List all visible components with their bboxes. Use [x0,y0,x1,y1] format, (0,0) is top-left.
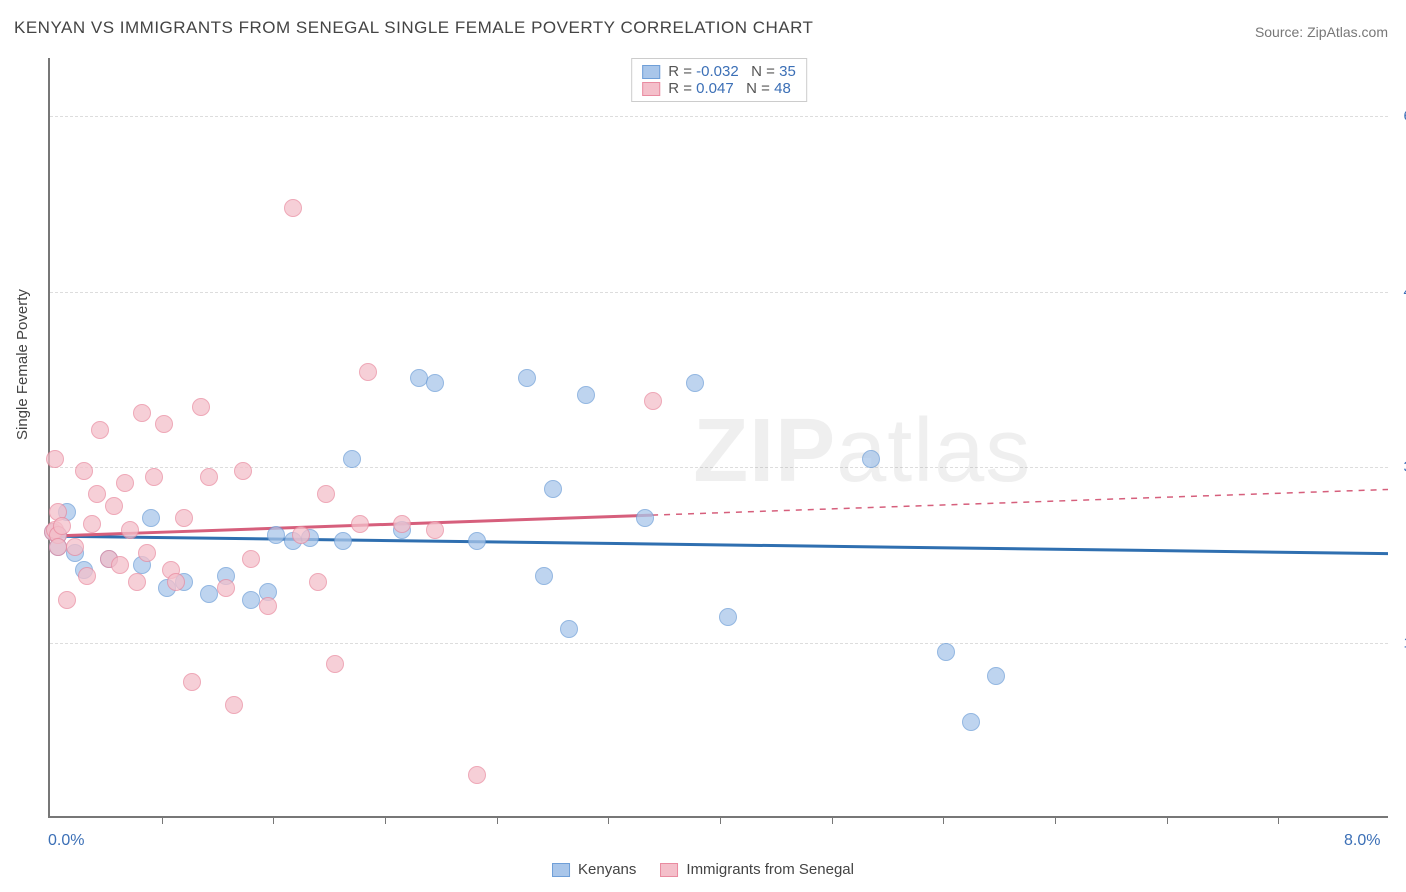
scatter-point-senegal [426,521,444,539]
scatter-point-kenyans [937,643,955,661]
scatter-point-senegal [393,515,411,533]
scatter-point-kenyans [862,450,880,468]
scatter-point-kenyans [518,369,536,387]
scatter-point-senegal [145,468,163,486]
scatter-point-senegal [234,462,252,480]
x-tick [832,816,833,824]
x-tick [385,816,386,824]
scatter-point-kenyans [468,532,486,550]
trend-lines [50,58,1388,816]
scatter-point-senegal [75,462,93,480]
scatter-point-senegal [167,573,185,591]
bottom-legend: Kenyans Immigrants from Senegal [552,861,854,878]
scatter-point-senegal [259,597,277,615]
legend-label-senegal: Immigrants from Senegal [686,861,854,878]
x-tick [273,816,274,824]
grid-line [50,116,1388,117]
plot-area: ZIPatlas R = -0.032 N = 35R = 0.047 N = … [48,58,1388,818]
x-tick [162,816,163,824]
watermark: ZIPatlas [693,400,1031,503]
scatter-point-senegal [121,521,139,539]
scatter-point-senegal [183,673,201,691]
legend-label-kenyans: Kenyans [578,861,636,878]
source-attribution: Source: ZipAtlas.com [1255,24,1388,40]
scatter-point-kenyans [544,480,562,498]
scatter-point-kenyans [426,374,444,392]
x-tick [1055,816,1056,824]
scatter-point-kenyans [242,591,260,609]
scatter-point-senegal [468,766,486,784]
scatter-point-senegal [217,579,235,597]
legend-item-senegal: Immigrants from Senegal [660,861,854,878]
scatter-point-senegal [351,515,369,533]
scatter-point-senegal [242,550,260,568]
scatter-point-senegal [175,509,193,527]
grid-line [50,292,1388,293]
swatch-kenyans [642,65,660,79]
scatter-point-kenyans [267,526,285,544]
x-tick [1167,816,1168,824]
scatter-point-kenyans [410,369,428,387]
watermark-bold: ZIP [693,401,836,501]
scatter-point-senegal [326,655,344,673]
stats-text-kenyans: R = -0.032 N = 35 [668,63,796,80]
scatter-point-senegal [644,392,662,410]
scatter-point-senegal [105,497,123,515]
x-tick [608,816,609,824]
scatter-point-senegal [317,485,335,503]
scatter-point-senegal [49,538,67,556]
scatter-point-senegal [138,544,156,562]
scatter-point-senegal [359,363,377,381]
x-tick [497,816,498,824]
scatter-point-senegal [192,398,210,416]
scatter-point-kenyans [200,585,218,603]
legend-item-kenyans: Kenyans [552,861,636,878]
trend-line-senegal-dashed [652,489,1388,515]
x-axis-max-label: 8.0% [1344,832,1380,850]
stats-row-kenyans: R = -0.032 N = 35 [642,63,796,80]
swatch-senegal [642,82,660,96]
scatter-point-senegal [155,415,173,433]
scatter-point-senegal [78,567,96,585]
scatter-point-kenyans [987,667,1005,685]
y-axis-title: Single Female Poverty [14,289,31,440]
stats-legend-box: R = -0.032 N = 35R = 0.047 N = 48 [631,58,807,102]
scatter-point-senegal [66,538,84,556]
stats-text-senegal: R = 0.047 N = 48 [668,80,791,97]
scatter-point-senegal [284,199,302,217]
scatter-point-kenyans [560,620,578,638]
scatter-point-senegal [292,526,310,544]
scatter-point-kenyans [636,509,654,527]
scatter-point-kenyans [535,567,553,585]
scatter-point-senegal [58,591,76,609]
scatter-point-senegal [111,556,129,574]
scatter-point-senegal [46,450,64,468]
x-axis-min-label: 0.0% [48,832,84,850]
legend-swatch-kenyans [552,863,570,877]
chart-title: KENYAN VS IMMIGRANTS FROM SENEGAL SINGLE… [14,18,813,38]
scatter-point-kenyans [719,608,737,626]
x-tick [1278,816,1279,824]
stats-row-senegal: R = 0.047 N = 48 [642,80,796,97]
scatter-point-senegal [83,515,101,533]
scatter-point-senegal [116,474,134,492]
scatter-point-senegal [225,696,243,714]
scatter-point-kenyans [343,450,361,468]
scatter-point-kenyans [334,532,352,550]
x-tick [720,816,721,824]
grid-line [50,643,1388,644]
x-tick [943,816,944,824]
scatter-point-kenyans [577,386,595,404]
legend-swatch-senegal [660,863,678,877]
scatter-point-kenyans [686,374,704,392]
scatter-point-senegal [88,485,106,503]
scatter-point-kenyans [142,509,160,527]
scatter-point-senegal [53,517,71,535]
scatter-point-senegal [309,573,327,591]
scatter-point-kenyans [962,713,980,731]
scatter-point-senegal [200,468,218,486]
scatter-point-senegal [128,573,146,591]
scatter-point-senegal [91,421,109,439]
scatter-point-senegal [133,404,151,422]
